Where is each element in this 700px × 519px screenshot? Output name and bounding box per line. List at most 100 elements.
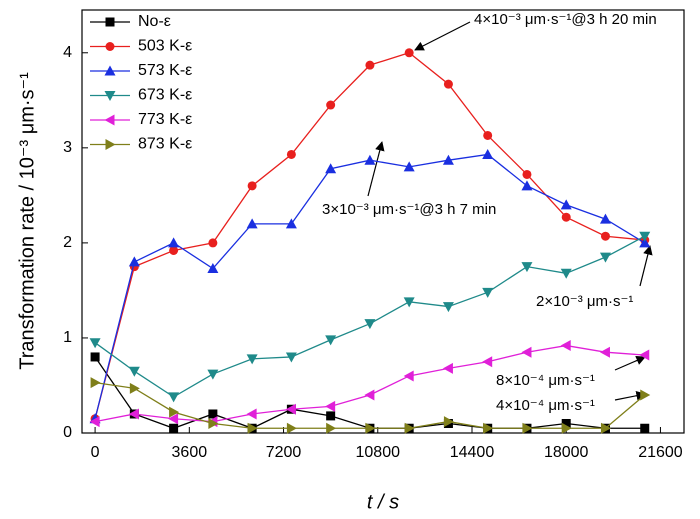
x-tick-label: 10800 [356,444,401,461]
legend-label: 773 K-ε [138,111,192,128]
plot-frame [81,9,685,434]
data-point [365,422,376,434]
data-point [639,231,651,242]
data-point [285,403,296,415]
data-point [168,413,179,425]
data-point [600,422,611,434]
legend-label: 503 K-ε [138,38,192,55]
annotation-arrows [367,21,653,401]
legend-label: 873 K-ε [138,136,192,153]
data-point [599,213,611,224]
x-tick-label: 21600 [638,444,683,461]
x-tick-label: 14400 [450,444,495,461]
data-point [443,416,454,428]
annotation: 3×10⁻³ μm·s⁻¹@3 h 7 min [322,201,496,218]
data-point [286,422,297,434]
data-point [169,423,179,433]
data-point [442,154,454,165]
data-point [128,408,139,420]
data-point [90,377,101,389]
data-point [325,400,336,412]
data-point [561,418,571,428]
data-point [483,422,494,434]
data-point [364,319,376,330]
data-point [208,238,218,248]
data-point [522,422,533,434]
data-point [208,409,218,419]
data-point [442,302,454,313]
legend-label: 573 K-ε [138,62,192,79]
data-point [639,349,650,361]
legend-marker [105,139,116,150]
data-point [129,382,140,394]
data-point [600,231,610,241]
y-axis-label: Transformation rate / 10⁻³ μm·s⁻¹ [16,72,38,370]
data-point [207,369,219,380]
x-axis-label: t / s [367,491,399,513]
data-point [246,218,258,229]
data-point [483,130,493,140]
data-point [521,262,533,273]
data-point [639,237,651,248]
data-point [207,263,219,274]
data-point [325,335,337,346]
legend-marker [105,42,115,51]
data-point [247,422,258,434]
data-point [482,356,493,368]
data-point [246,408,257,420]
data-point [285,352,297,363]
legend-marker [104,91,116,101]
data-point [285,218,297,229]
data-point [325,163,337,174]
data-point [286,149,296,159]
y-tick-label: 3 [63,139,72,156]
data-point [561,212,571,222]
annotation: 4×10⁻⁴ μm·s⁻¹ [496,397,595,414]
data-point [521,346,532,358]
data-point [168,237,180,248]
data-point [404,422,415,434]
data-point [169,245,179,255]
data-point [403,161,415,172]
data-point [364,154,376,165]
annotation: 8×10⁻⁴ μm·s⁻¹ [496,372,595,389]
x-tick-label: 3600 [172,444,208,461]
data-point [208,417,219,429]
data-point [89,338,101,349]
data-point [326,411,336,421]
legend-marker [105,17,115,27]
data-point [442,362,453,374]
legend-label: No-ε [138,13,171,30]
data-point [89,416,100,428]
data-point [522,169,532,179]
data-point [599,252,611,263]
data-point [128,256,140,267]
legend-marker [104,114,115,126]
x-tick-label: 7200 [266,444,302,461]
y-tick-label: 1 [63,329,72,346]
x-tick-label: 18000 [544,444,589,461]
data-point [561,422,572,434]
data-point [482,287,494,298]
data-point [521,180,533,191]
data-point [560,340,571,352]
data-point [168,392,180,403]
data-point [404,48,414,58]
data-point [128,366,140,377]
x-tick-label: 0 [91,444,100,461]
legend-label: 673 K-ε [138,87,192,104]
data-point [365,60,375,70]
data-point [326,422,337,434]
annotation: 2×10⁻³ μm·s⁻¹ [536,293,633,310]
legend-marker [104,65,116,76]
data-point [560,199,572,210]
annotation: 4×10⁻³ μm·s⁻¹@3 h 20 min [474,11,657,28]
data-point [90,352,100,362]
data-point [560,268,572,279]
data-point [403,297,415,308]
y-tick-label: 0 [63,424,72,441]
data-point [599,346,610,358]
data-point [247,181,257,191]
data-point [326,100,336,110]
